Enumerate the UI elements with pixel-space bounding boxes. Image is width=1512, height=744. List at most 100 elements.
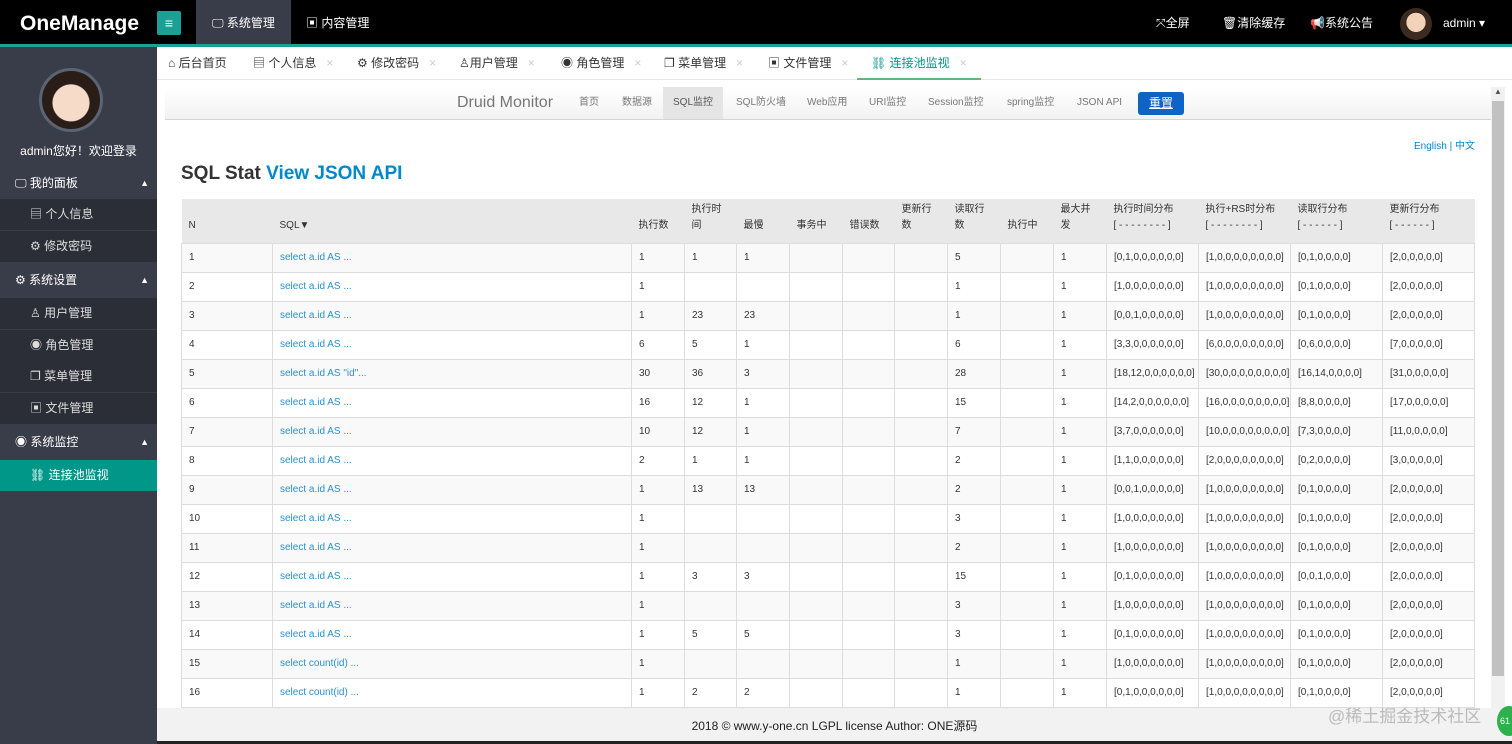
table-cell: 12: [684, 387, 737, 418]
lang-chinese[interactable]: 中文: [1455, 141, 1475, 152]
sql-link[interactable]: select a.id AS ...: [280, 484, 352, 495]
sql-link[interactable]: select a.id AS ...: [280, 252, 352, 263]
tab-pool-monitor[interactable]: ⛓ 连接池监视 ×: [857, 47, 981, 80]
tab-home[interactable]: ⌂ 后台首页: [168, 47, 227, 80]
table-cell: [0,1,0,0,0,0]: [1290, 474, 1383, 505]
sidebar-item-profile[interactable]: ▤ 个人信息: [0, 199, 157, 230]
druid-brand[interactable]: Druid Monitor: [457, 94, 554, 111]
table-cell: [2,0,0,0,0,0]: [1382, 590, 1475, 621]
sidebar-item-files[interactable]: ▣ 文件管理: [0, 393, 157, 424]
topnav-system[interactable]: 🖵 系统管理: [196, 0, 291, 44]
sidebar-item-users[interactable]: ♙ 用户管理: [0, 298, 157, 329]
tab-roles[interactable]: ◉ 角色管理 ×: [561, 47, 641, 80]
sql-link[interactable]: select count(id) ...: [280, 687, 359, 698]
announcement-button[interactable]: 📢系统公告: [1310, 0, 1373, 44]
clear-cache-button[interactable]: 🗑清除缓存: [1222, 0, 1285, 44]
sidebar-group-monitor[interactable]: ◉ 系统监控 ▲: [0, 427, 157, 458]
druid-nav-sql[interactable]: SQL监控: [663, 87, 724, 119]
druid-nav-datasource[interactable]: 数据源: [622, 97, 652, 108]
sidebar-group-settings[interactable]: ⚙ 系统设置 ▲: [0, 265, 157, 296]
table-cell: 5: [684, 619, 737, 650]
table-cell: 3: [181, 300, 273, 331]
username: admin: [1443, 16, 1476, 30]
table-cell: [1000, 677, 1054, 708]
sql-link[interactable]: select a.id AS ...: [280, 629, 352, 640]
table-cell: 15: [947, 387, 1001, 418]
topnav-content[interactable]: ▣ 内容管理: [290, 0, 385, 44]
sql-link[interactable]: select a.id AS ...: [280, 339, 352, 350]
table-cell: [789, 619, 843, 650]
tab-menus[interactable]: ❐ 菜单管理 ×: [664, 47, 743, 80]
table-cell: [736, 271, 790, 302]
sql-link[interactable]: select a.id AS ...: [280, 600, 352, 611]
sql-link[interactable]: select a.id AS ...: [280, 513, 352, 524]
table-cell: [1,0,0,0,0,0,0,0,0]: [1198, 532, 1291, 563]
sidebar-group-dashboard[interactable]: 🖵 我的面板 ▲: [0, 168, 157, 199]
sql-link[interactable]: select count(id) ...: [280, 658, 359, 669]
sidebar-item-roles[interactable]: ◉ 角色管理: [0, 330, 157, 361]
close-icon[interactable]: ×: [326, 56, 334, 70]
table-cell: 1: [736, 329, 790, 360]
close-icon[interactable]: ×: [736, 56, 744, 70]
reset-button[interactable]: 重置: [1138, 92, 1184, 115]
close-icon[interactable]: ×: [959, 56, 967, 70]
avatar[interactable]: [1400, 8, 1432, 40]
table-cell: [789, 242, 843, 273]
table-cell: select a.id AS ...: [272, 532, 632, 563]
sql-link[interactable]: select a.id AS ...: [280, 397, 352, 408]
scrollbar-thumb[interactable]: [1492, 101, 1504, 676]
column-header: 最慢: [736, 199, 790, 243]
druid-nav-uri[interactable]: URI监控: [869, 97, 907, 108]
druid-nav-json[interactable]: JSON API: [1077, 97, 1123, 108]
sql-link[interactable]: select a.id AS "id"...: [280, 368, 367, 379]
close-icon[interactable]: ×: [527, 56, 535, 70]
table-cell: [894, 300, 948, 331]
table-cell: [842, 329, 895, 360]
close-icon[interactable]: ×: [841, 56, 849, 70]
view-json-link[interactable]: View JSON API: [266, 163, 403, 184]
hamburger-icon[interactable]: ≡: [157, 11, 181, 35]
announcement-label: 系统公告: [1324, 16, 1373, 30]
user-menu[interactable]: admin ▾: [1443, 0, 1485, 44]
druid-nav-spring[interactable]: spring监控: [1007, 97, 1055, 108]
tab-profile[interactable]: ▤ 个人信息 ×: [253, 47, 333, 80]
druid-nav-webapp[interactable]: Web应用: [807, 97, 848, 108]
tab-users[interactable]: ♙用户管理 ×: [459, 47, 535, 80]
druid-nav-session[interactable]: Session监控: [928, 97, 984, 108]
table-cell: [16,0,0,0,0,0,0,0,0]: [1198, 387, 1291, 418]
lang-english[interactable]: English: [1414, 141, 1447, 152]
table-row: 5 select a.id AS "id"... 30 36 3 28 1 [18,12,0,…: [181, 358, 1475, 389]
close-icon[interactable]: ×: [634, 56, 642, 70]
item-label: 用户管理: [44, 306, 93, 320]
tab-label: 修改密码: [371, 56, 420, 70]
table-cell: [1,0,0,0,0,0,0,0,0]: [1198, 271, 1291, 302]
tab-files[interactable]: ▣ 文件管理 ×: [768, 47, 848, 80]
fullscreen-button[interactable]: ⤧全屏: [1156, 0, 1190, 44]
druid-nav-home[interactable]: 首页: [579, 97, 599, 108]
header-text: 事务中: [796, 219, 827, 231]
table-cell: [894, 329, 948, 360]
table-cell: select a.id AS ...: [272, 329, 632, 360]
table-cell: 1: [631, 648, 685, 679]
table-cell: [2,0,0,0,0,0]: [1382, 619, 1475, 650]
sidebar-item-pool-monitor[interactable]: ⛓ 连接池监视: [0, 460, 157, 491]
close-icon[interactable]: ×: [429, 56, 437, 70]
table-cell: [894, 358, 948, 389]
sidebar-item-password[interactable]: ⚙ 修改密码: [0, 231, 157, 262]
sql-link[interactable]: select a.id AS ...: [280, 426, 352, 437]
welcome-text: admin您好！欢迎登录: [20, 144, 137, 158]
sql-link[interactable]: select a.id AS ...: [280, 281, 352, 292]
table-cell: [1,0,0,0,0,0,0,0]: [1106, 590, 1199, 621]
sql-link[interactable]: select a.id AS ...: [280, 310, 352, 321]
tab-password[interactable]: ⚙ 修改密码 ×: [357, 47, 436, 80]
sql-link[interactable]: select a.id AS ...: [280, 571, 352, 582]
scroll-up-icon[interactable]: ▲: [1494, 87, 1502, 96]
druid-nav-firewall[interactable]: SQL防火墙: [736, 97, 787, 108]
sql-link[interactable]: select a.id AS ...: [280, 542, 352, 553]
table-row: 11 select a.id AS ... 1 2 1 [1,0,0,0,0,0,0,0]…: [181, 532, 1475, 563]
sql-link[interactable]: select a.id AS ...: [280, 455, 352, 466]
table-row: 10 select a.id AS ... 1 3 1 [1,0,0,0,0,0,0,0]…: [181, 503, 1475, 534]
sidebar-item-menus[interactable]: ❐ 菜单管理: [0, 361, 157, 392]
column-header[interactable]: SQL▼: [272, 199, 632, 243]
scrollbar[interactable]: ▲: [1491, 87, 1505, 708]
